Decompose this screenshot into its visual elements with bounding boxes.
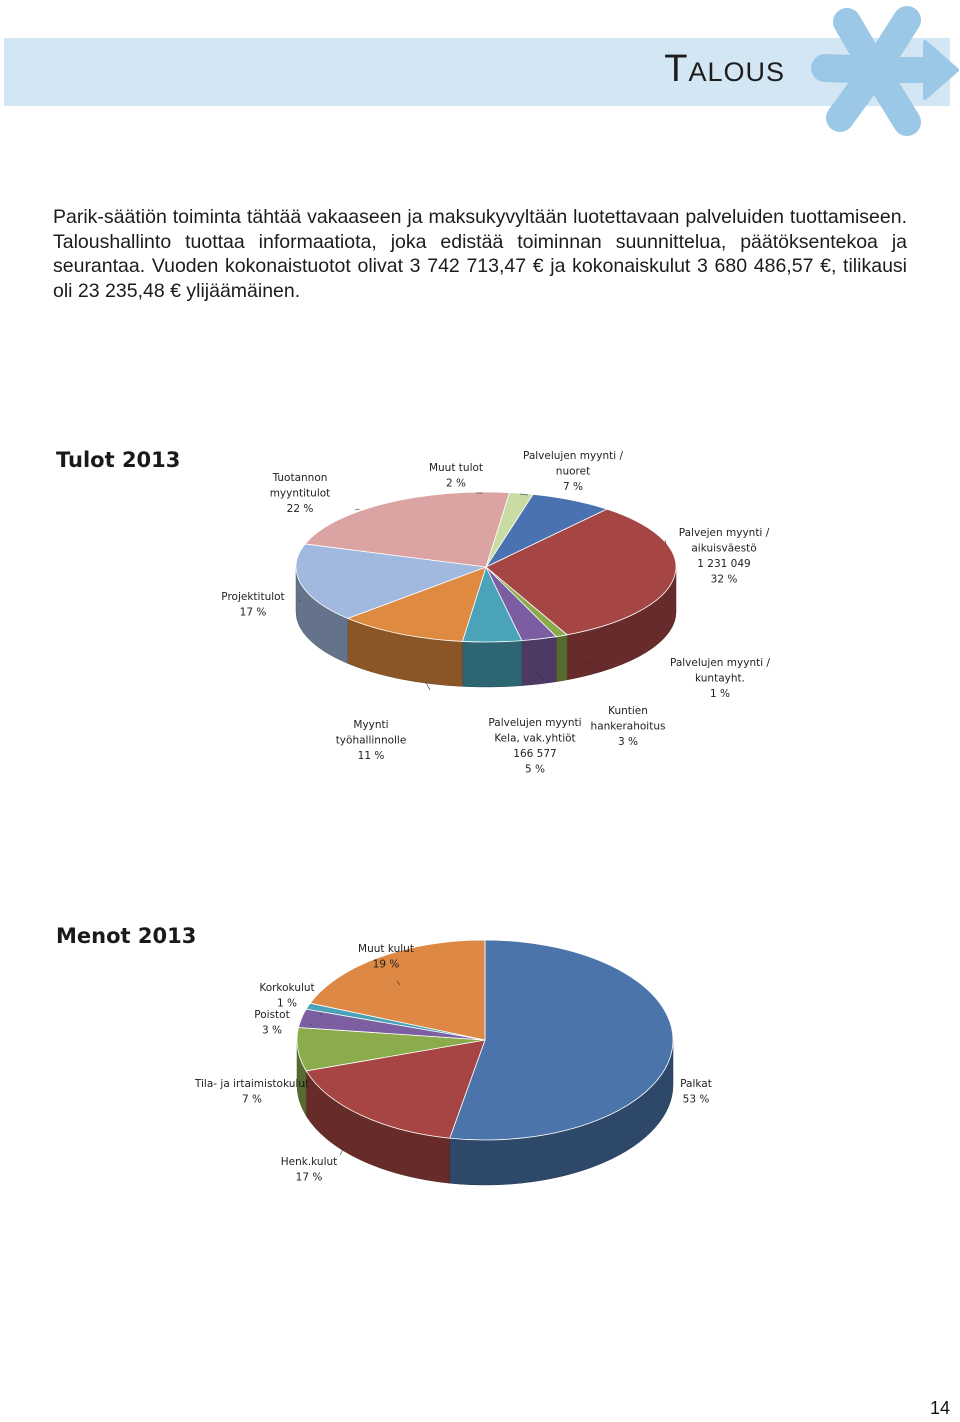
slice-label-3-line-1: hankerahoitus (591, 721, 666, 733)
slice-label-1-line-0: Henk.kulut (281, 1156, 338, 1168)
pie-labels: Palvelujen myynti / nuoret 7 % Palvejen myy… (221, 450, 770, 776)
pie-slice-1 (485, 508, 677, 636)
slice-label-1-line-1: 17 % (296, 1172, 323, 1184)
slice-label-0-line-1: nuoret (556, 466, 590, 478)
slice-label-5-line-0: Muut kulut (358, 943, 414, 955)
slice-label-7-line-0: Tuotannon (272, 472, 328, 484)
slice-label-2-line-0: Palvelujen myynti / (670, 657, 771, 669)
expense-pie-chart: Palkat 53 % Henk.kulut 17 % Tila- ja irtaimi… (194, 939, 712, 1186)
slice-label-4-line-1: Kela, vak.yhtiöt (494, 733, 575, 745)
slice-label-4-line-0: Korkokulut (259, 982, 314, 994)
slice-label-1-line-3: 32 % (711, 574, 738, 586)
pie-labels: Palkat 53 % Henk.kulut 17 % Tila- ja irtaimi… (194, 943, 712, 1184)
asterisk-arrow-logo (811, 6, 959, 136)
income-pie-chart: Palvelujen myynti / nuoret 7 % Palvejen myy… (221, 450, 770, 776)
pie-slice-1 (305, 1039, 486, 1139)
pie-slice-5 (346, 566, 487, 642)
slice-label-5-line-1: 19 % (373, 959, 400, 971)
leader-line-7 (354, 508, 360, 511)
leader-line-3 (586, 661, 596, 667)
pie-slices (296, 939, 674, 1141)
slice-label-0-line-2: 7 % (563, 481, 583, 493)
leader-line-1 (664, 539, 667, 546)
pie-slices (295, 491, 677, 643)
slice-label-1-line-0: Palvejen myynti / (679, 527, 770, 539)
leader-line-2 (619, 651, 631, 656)
header-banner (4, 38, 950, 106)
slice-label-8-line-0: Muut tulot (429, 462, 483, 474)
slice-label-5-line-2: 11 % (358, 750, 385, 762)
slice-label-2-line-1: 7 % (242, 1094, 262, 1106)
intro-paragraph: Parik-säätiön toiminta tähtää vakaaseen … (53, 206, 907, 302)
leader-line-5 (396, 980, 401, 986)
slice-label-4-line-2: 166 577 (513, 748, 556, 760)
slice-label-4-line-1: 1 % (277, 998, 297, 1010)
expense-heading: Menot 2013 (56, 924, 197, 948)
slice-label-1-line-2: 1 231 049 (697, 558, 750, 570)
slice-label-7-line-1: myyntitulot (270, 488, 331, 500)
leader-line-4 (536, 674, 546, 681)
pie-slice-5 (309, 939, 486, 1041)
pie-slice-6 (295, 543, 487, 619)
leader-line-3 (310, 1023, 313, 1026)
slice-label-2-line-1: kuntayht. (695, 673, 745, 685)
slice-label-6-line-0: Projektitulot (221, 591, 284, 603)
slice-label-8-line-1: 2 % (446, 478, 466, 490)
leader-line-1 (339, 1148, 344, 1156)
pie-side-walls (295, 566, 677, 688)
slice-label-2-line-2: 1 % (710, 688, 730, 700)
slice-label-6-line-1: 17 % (240, 607, 267, 619)
slice-label-3-line-0: Kuntien (608, 705, 648, 717)
slice-label-3-line-2: 3 % (618, 736, 638, 748)
leader-line-0 (519, 493, 528, 496)
slice-label-0-line-0: Palvelujen myynti / (523, 450, 624, 462)
slice-label-2-line-0: Tila- ja irtaimistokulut (194, 1078, 309, 1090)
page-number: 14 (929, 1398, 950, 1418)
pie-slice-7 (304, 491, 511, 568)
slice-label-0-line-1: 53 % (683, 1094, 710, 1106)
slice-label-0-line-0: Palkat (680, 1078, 712, 1090)
income-heading: Tulot 2013 (56, 448, 181, 472)
slice-label-1-line-1: aikuisväestö (691, 543, 756, 555)
pie-slice-0 (449, 939, 674, 1141)
slice-label-4-line-0: Palvelujen myynti (488, 717, 581, 729)
page-title: Talous (664, 48, 785, 90)
slice-label-7-line-2: 22 % (287, 503, 314, 515)
slice-label-5-line-0: Myynti (353, 719, 388, 731)
slice-label-3-line-1: 3 % (262, 1025, 282, 1037)
slice-label-4-line-3: 5 % (525, 764, 545, 776)
slice-label-5-line-1: työhallinnolle (336, 735, 407, 747)
pie-slice-8 (485, 492, 534, 568)
leader-line-2 (303, 1082, 306, 1089)
leader-line-4 (319, 1013, 323, 1016)
leader-line-5 (425, 681, 431, 691)
slice-label-3-line-0: Poistot (254, 1009, 289, 1021)
